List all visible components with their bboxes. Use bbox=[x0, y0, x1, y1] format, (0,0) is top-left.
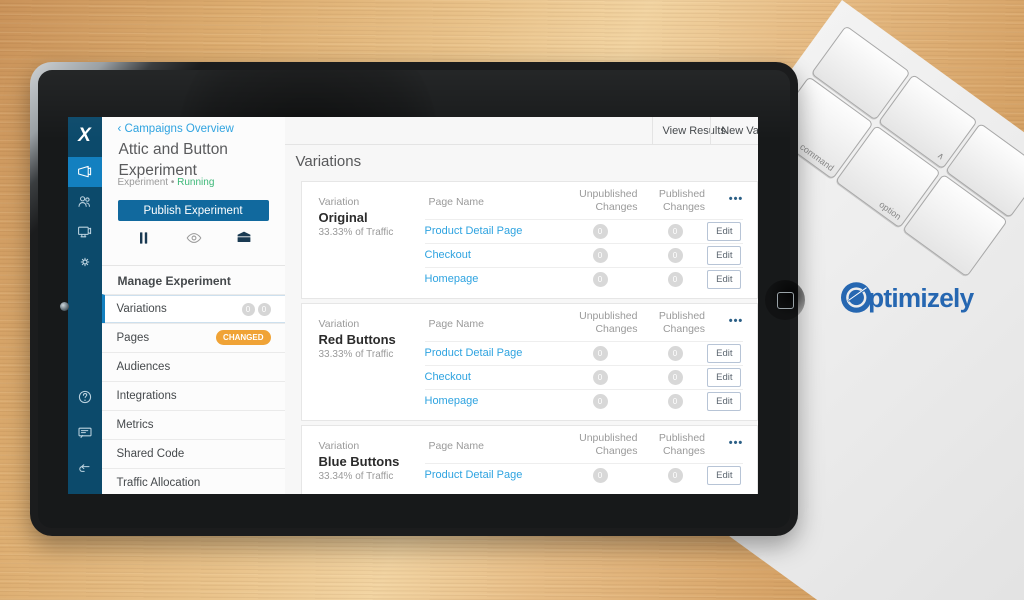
svg-text:ptimizely: ptimizely bbox=[868, 283, 974, 313]
